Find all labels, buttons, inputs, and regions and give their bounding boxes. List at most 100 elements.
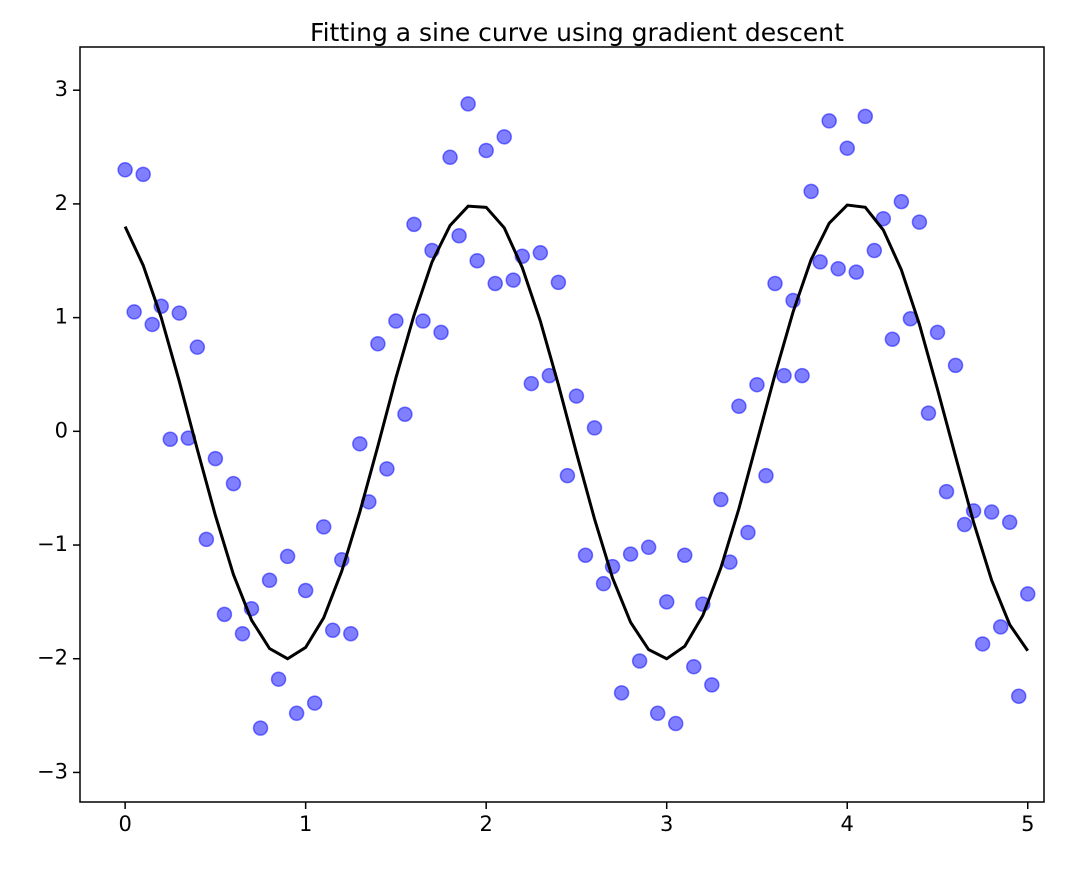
scatter-point — [297, 582, 314, 599]
scatter-point — [487, 275, 503, 292]
scatter-point — [586, 420, 603, 436]
y-tick-label: −2 — [37, 646, 68, 670]
scatter-point — [550, 274, 567, 291]
scatter-point — [649, 705, 666, 722]
x-tick-label: 5 — [1021, 812, 1034, 836]
scatter-point — [992, 619, 1009, 635]
y-tick-label: 1 — [55, 305, 68, 329]
scatter-point — [270, 671, 287, 687]
y-tick-label: −3 — [37, 759, 68, 783]
scatter-point — [911, 214, 928, 230]
x-tick-label: 1 — [299, 812, 312, 836]
scatter-point — [315, 519, 332, 535]
scatter-point — [162, 431, 179, 448]
scatter-point — [830, 260, 846, 277]
scatter-point — [866, 242, 883, 259]
scatter-point — [433, 324, 449, 341]
scatter-point — [370, 336, 386, 352]
scatter-point — [595, 575, 612, 592]
scatter-point — [388, 313, 404, 329]
scatter-point — [352, 436, 368, 452]
scatter-point — [469, 253, 485, 269]
scatter-point — [261, 572, 278, 589]
scatter-point — [740, 524, 756, 541]
y-tick-label: −1 — [37, 532, 68, 556]
scatter-point — [622, 546, 639, 562]
scatter-point — [171, 305, 188, 321]
scatter-point — [839, 140, 855, 156]
scatter-point — [577, 547, 594, 564]
scatter-point — [496, 129, 512, 145]
scatter-point — [929, 324, 946, 341]
scatter-point — [974, 636, 991, 652]
scatter-point — [812, 254, 828, 270]
scatter-point — [505, 272, 522, 288]
scatter-point — [135, 166, 151, 183]
scatter-point — [379, 461, 395, 477]
scatter-point — [758, 467, 774, 484]
scatter-point — [216, 606, 233, 623]
scatter-point — [126, 304, 142, 320]
scatter-point — [677, 547, 693, 564]
scatter-point — [667, 715, 684, 732]
scatter-point — [631, 653, 648, 669]
scatter-point — [920, 405, 937, 421]
y-tick-label: 2 — [55, 191, 68, 215]
scatter-point — [343, 625, 359, 642]
scatter-point — [713, 491, 729, 508]
scatter-point — [875, 210, 892, 227]
scatter-point — [794, 367, 810, 384]
scatter-point — [767, 275, 783, 292]
scatter-point — [848, 264, 865, 280]
scatter-point — [460, 96, 476, 112]
scatter-point — [1020, 586, 1036, 602]
x-tick-label: 2 — [479, 812, 492, 836]
axes-frame — [79, 46, 1045, 803]
scatter-point — [234, 625, 251, 642]
scatter-point — [451, 228, 467, 244]
chart-title: Fitting a sine curve using gradient desc… — [310, 18, 844, 47]
scatter-point — [803, 183, 819, 200]
scatter-point — [415, 313, 431, 329]
scatter-point — [532, 245, 549, 261]
scatter-point — [938, 483, 955, 500]
scatter-point — [1001, 514, 1018, 531]
y-tick-label: 0 — [55, 418, 68, 442]
x-tick-label: 0 — [118, 812, 131, 836]
scatter-point — [884, 331, 901, 347]
scatter-point — [478, 142, 494, 159]
scatter-point — [731, 398, 747, 415]
scatter-point — [117, 162, 133, 178]
scatter-point — [776, 367, 792, 384]
plot-area — [117, 96, 1036, 736]
scatter-point — [613, 685, 630, 701]
scatter-point — [1010, 688, 1027, 705]
x-tick-label: 4 — [841, 812, 854, 836]
y-tick-label: 3 — [55, 77, 68, 101]
scatter-point — [198, 531, 215, 548]
scatter-point — [279, 548, 296, 565]
scatter-point — [749, 376, 765, 393]
scatter-point — [144, 316, 160, 333]
scatter-point — [686, 658, 702, 675]
scatter-point — [442, 149, 458, 166]
x-tick-label: 3 — [660, 812, 673, 836]
scatter-point — [397, 406, 413, 423]
fit-line — [123, 203, 1029, 661]
scatter-point — [207, 450, 224, 467]
scatter-point — [640, 539, 657, 556]
scatter-point — [893, 193, 910, 210]
scatter-point — [956, 516, 973, 533]
scatter-point — [983, 504, 1000, 520]
scatter-point — [189, 339, 206, 355]
scatter-point — [658, 594, 675, 610]
scatter-point — [947, 357, 964, 374]
scatter-point — [821, 113, 837, 129]
scatter-point — [568, 388, 585, 404]
scatter-point — [704, 677, 720, 693]
scatter-point — [288, 705, 305, 722]
scatter-point — [225, 475, 242, 492]
scatter-point — [252, 720, 269, 736]
